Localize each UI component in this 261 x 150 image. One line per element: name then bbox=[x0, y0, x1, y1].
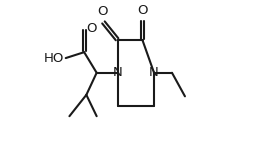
Text: HO: HO bbox=[44, 52, 64, 64]
Text: N: N bbox=[113, 66, 123, 79]
Text: N: N bbox=[149, 66, 159, 79]
Text: O: O bbox=[137, 4, 148, 17]
Text: O: O bbox=[97, 5, 108, 18]
Text: O: O bbox=[86, 22, 97, 35]
